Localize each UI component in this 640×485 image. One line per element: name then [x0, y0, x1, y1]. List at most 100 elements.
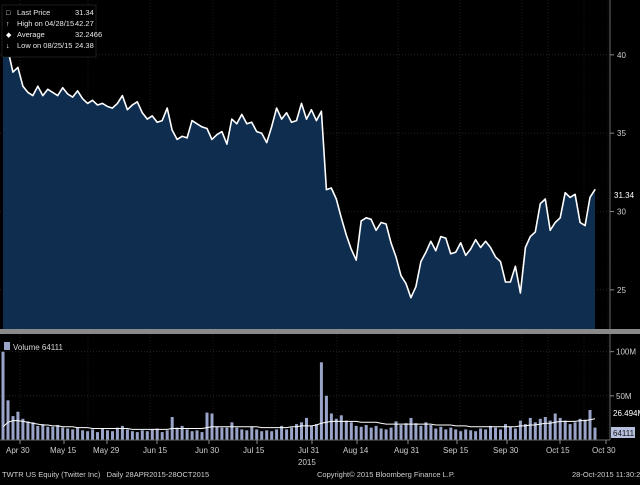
volume-bar: [150, 429, 154, 440]
price-point: [569, 196, 571, 198]
footer: TWTR US Equity (Twitter Inc) Daily 28APR…: [2, 470, 640, 479]
price-point: [465, 254, 467, 256]
volume-bar: [583, 419, 587, 440]
volume-bar: [389, 427, 393, 440]
price-point: [91, 99, 94, 101]
price-point: [62, 87, 64, 89]
price-point: [281, 118, 283, 120]
legend-label: Last Price: [17, 8, 50, 17]
volume-bar: [31, 422, 35, 440]
volume-bar: [180, 425, 184, 440]
volume-bar: [369, 427, 373, 440]
x-tick-label: Jun 30: [195, 446, 220, 455]
volume-bar: [414, 423, 418, 440]
volume-bar: [280, 425, 284, 440]
volume-bar: [399, 425, 403, 440]
volume-bar: [538, 418, 542, 440]
volume-bar: [439, 426, 443, 441]
volume-bar: [270, 431, 274, 440]
price-point: [390, 242, 392, 244]
price-point: [286, 112, 288, 114]
volume-bar: [578, 418, 582, 440]
price-point: [96, 104, 99, 106]
price-point: [589, 196, 591, 198]
volume-bar: [205, 412, 209, 440]
footer-security: TWTR US Equity (Twitter Inc) Daily 28APR…: [2, 470, 209, 479]
volume-bar: [533, 422, 537, 440]
price-point: [504, 281, 507, 283]
volume-bar: [220, 427, 224, 440]
volume-bar: [379, 428, 383, 440]
volume-bar: [434, 428, 438, 440]
price-tick-label: 25: [617, 286, 626, 295]
volume-last-tag: 64111: [611, 427, 635, 438]
volume-bar: [508, 426, 512, 441]
volume-bar: [1, 351, 5, 440]
price-tick-label: 30: [617, 208, 626, 217]
volume-bar: [240, 429, 244, 440]
price-point: [445, 237, 447, 239]
price-point: [101, 102, 104, 104]
volume-bar: [235, 427, 239, 440]
legend-value: 32.2466: [75, 30, 102, 39]
volume-bar: [588, 410, 592, 440]
volume-bar: [404, 423, 408, 440]
price-point: [350, 248, 352, 250]
price-point: [271, 126, 273, 128]
volume-tick-label: 50M: [616, 392, 632, 401]
volume-bar: [553, 413, 557, 440]
price-tick-label: 40: [617, 51, 626, 60]
volume-bar: [56, 425, 60, 440]
price-point: [355, 259, 357, 261]
price-point: [67, 93, 69, 95]
volume-bar: [329, 413, 333, 440]
volume-bar: [528, 417, 532, 440]
volume-bar: [359, 426, 363, 441]
volume-bar: [518, 420, 522, 440]
price-point: [295, 120, 298, 122]
price-point: [166, 107, 168, 109]
price-point: [320, 110, 322, 112]
volume-bar: [101, 428, 104, 440]
price-point: [236, 123, 238, 125]
price-point: [231, 118, 233, 120]
price-point: [315, 120, 317, 122]
price-point: [221, 131, 223, 133]
volume-average-label: 26.494M: [613, 409, 640, 418]
price-point: [22, 85, 24, 87]
volume-bar: [195, 430, 199, 440]
price-point: [206, 127, 208, 130]
price-point: [485, 240, 487, 242]
footer-copyright: Copyright© 2015 Bloomberg Finance L.P.: [317, 470, 455, 479]
legend-label: Average: [17, 30, 45, 39]
volume-bar: [459, 431, 463, 440]
price-point: [480, 246, 482, 249]
price-point: [470, 248, 472, 250]
price-point: [365, 217, 367, 219]
price-point: [191, 120, 193, 122]
price-point: [420, 261, 422, 263]
volume-bar: [344, 420, 348, 440]
price-point: [181, 135, 183, 137]
price-point: [395, 256, 397, 258]
price-point: [211, 138, 213, 140]
price-point: [534, 231, 536, 233]
price-point: [380, 221, 382, 224]
volume-bar: [225, 427, 229, 440]
price-point: [121, 95, 123, 97]
volume-bar: [568, 424, 572, 440]
volume-bar: [469, 430, 473, 440]
price-point: [539, 203, 541, 205]
price-point: [261, 132, 263, 134]
price-point: [574, 193, 576, 195]
price-point: [385, 223, 387, 225]
volume-bar: [265, 430, 269, 440]
volume-bar: [419, 425, 423, 440]
price-point: [410, 297, 412, 299]
price-point: [246, 123, 248, 125]
price-point: [116, 102, 118, 104]
price-point: [126, 109, 128, 111]
volume-bar: [310, 425, 313, 440]
volume-bar: [319, 362, 323, 440]
